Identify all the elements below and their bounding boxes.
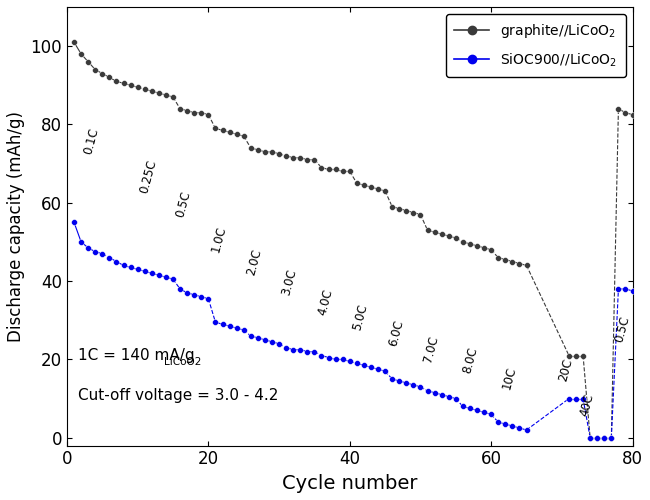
Text: 0.1C: 0.1C <box>82 126 101 156</box>
X-axis label: Cycle number: Cycle number <box>282 474 417 493</box>
Text: 4.0C: 4.0C <box>315 287 335 316</box>
Text: 8.0C: 8.0C <box>460 346 480 375</box>
Text: 1.0C: 1.0C <box>209 224 229 254</box>
Legend: graphite//LiCoO$_2$, SiOC900//LiCoO$_2$: graphite//LiCoO$_2$, SiOC900//LiCoO$_2$ <box>446 14 625 77</box>
Text: 6.0C: 6.0C <box>386 318 406 348</box>
Y-axis label: Discharge capacity (mAh/g): Discharge capacity (mAh/g) <box>7 111 25 342</box>
Text: 0.25C: 0.25C <box>138 158 159 195</box>
Text: 0.5C: 0.5C <box>174 190 194 218</box>
Text: 0.5C: 0.5C <box>612 314 632 344</box>
Text: 1C = 140 mA/g: 1C = 140 mA/g <box>77 348 194 364</box>
Text: 40C: 40C <box>577 392 596 418</box>
Text: 20C: 20C <box>556 358 575 383</box>
Text: 10C: 10C <box>500 365 518 391</box>
Text: 2.0C: 2.0C <box>244 248 264 277</box>
Text: LiCoO2: LiCoO2 <box>164 358 202 368</box>
Text: Cut-off voltage = 3.0 - 4.2: Cut-off voltage = 3.0 - 4.2 <box>77 388 278 402</box>
Text: 7.0C: 7.0C <box>421 334 441 364</box>
Text: 5.0C: 5.0C <box>350 303 370 332</box>
Text: 3.0C: 3.0C <box>280 268 300 297</box>
